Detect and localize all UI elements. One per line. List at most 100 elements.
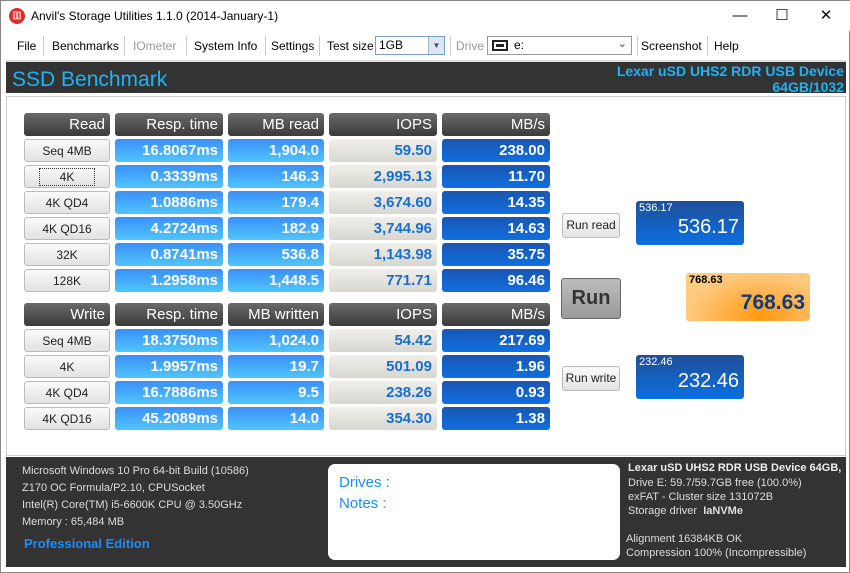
- menu-system-info[interactable]: System Info: [194, 39, 258, 53]
- resp-time-value: 16.8067ms: [142, 142, 218, 159]
- resp-time-value: 1.2958ms: [150, 272, 218, 289]
- board-info: Z170 OC Formula/P2.10, CPUSocket: [22, 482, 205, 494]
- drive-label: Drive: [456, 39, 485, 53]
- mbps-value: 238.00: [499, 142, 545, 159]
- device-capacity: 64GB/1032: [772, 79, 844, 95]
- write-test-button[interactable]: 4K QD4: [24, 381, 110, 404]
- read-test-button[interactable]: 4K: [24, 165, 110, 188]
- read-score-small: 536.17: [639, 202, 673, 214]
- read-mb-cell: 146.3: [228, 165, 324, 188]
- toolbar: File Benchmarks IOmeter System Info Sett…: [1, 32, 850, 60]
- write-header-resp-time: Resp. time: [115, 303, 223, 326]
- write-resp-time-cell: 45.2089ms: [115, 407, 223, 430]
- test-size-value: 1GB: [379, 38, 404, 52]
- run-write-button[interactable]: Run write: [562, 366, 620, 391]
- read-test-button[interactable]: 4K QD16: [24, 217, 110, 240]
- total-score-small: 768.63: [689, 274, 723, 286]
- mbps-value: 14.63: [507, 220, 545, 237]
- write-mbps-cell: 217.69: [442, 329, 550, 352]
- write-mb-cell: 1,024.0: [228, 329, 324, 352]
- write-mb-cell: 9.5: [228, 381, 324, 404]
- write-resp-time-cell: 18.3750ms: [115, 329, 223, 352]
- edition-label: Professional Edition: [24, 536, 150, 551]
- iops-value: 238.26: [386, 384, 432, 401]
- read-mbps-cell: 11.70: [442, 165, 550, 188]
- read-header-test-label: Read: [24, 113, 110, 136]
- menu-screenshot[interactable]: Screenshot: [641, 39, 702, 53]
- window-title: Anvil's Storage Utilities 1.1.0 (2014-Ja…: [31, 9, 279, 23]
- read-iops-cell: 3,674.60: [329, 191, 437, 214]
- write-test-button[interactable]: 4K: [24, 355, 110, 378]
- write-iops-cell: 54.42: [329, 329, 437, 352]
- os-info: Microsoft Windows 10 Pro 64-bit Build (1…: [22, 465, 249, 477]
- read-iops-cell: 2,995.13: [329, 165, 437, 188]
- read-score: 536.17 536.17: [636, 201, 744, 245]
- header-banner: SSD Benchmark Lexar uSD UHS2 RDR USB Dev…: [6, 60, 846, 95]
- chevron-down-icon[interactable]: ⌄: [617, 38, 627, 50]
- total-score-value: 768.63: [740, 291, 805, 314]
- benchmark-panel: [6, 96, 846, 456]
- mbps-value: 96.46: [507, 272, 545, 289]
- resp-time-value: 18.3750ms: [142, 332, 218, 349]
- write-resp-time-cell: 16.7886ms: [115, 381, 223, 404]
- menu-iometer: IOmeter: [133, 39, 177, 53]
- read-mbps-cell: 14.63: [442, 217, 550, 240]
- mb-value: 179.4: [281, 194, 319, 211]
- test-label-value: 4K QD4: [45, 386, 89, 400]
- read-score-value: 536.17: [677, 216, 739, 238]
- drive-select[interactable]: e: ⌄: [487, 36, 632, 55]
- drive-icon: [492, 40, 508, 51]
- read-mb-cell: 179.4: [228, 191, 324, 214]
- read-test-button[interactable]: 128K: [24, 269, 110, 292]
- mb-value: 19.7: [289, 358, 319, 375]
- maximize-button[interactable]: ☐: [775, 7, 789, 24]
- write-score: 232.46 232.46: [636, 355, 744, 399]
- read-test-button[interactable]: Seq 4MB: [24, 139, 110, 162]
- run-button[interactable]: Run: [561, 278, 621, 319]
- drives-label: Drives :: [339, 474, 390, 491]
- write-mbps-cell: 0.93: [442, 381, 550, 404]
- dropdown-arrow-icon[interactable]: ▼: [428, 37, 444, 54]
- mb-value: 9.5: [298, 384, 319, 401]
- menu-settings[interactable]: Settings: [271, 39, 315, 53]
- write-test-button[interactable]: 4K QD16: [24, 407, 110, 430]
- write-score-small: 232.46: [639, 356, 673, 368]
- read-test-button[interactable]: 32K: [24, 243, 110, 266]
- read-test-button[interactable]: 4K QD4: [24, 191, 110, 214]
- test-label-value: 4K QD16: [42, 222, 92, 236]
- menu-file[interactable]: File: [17, 39, 37, 53]
- test-size-label: Test size: [327, 39, 374, 53]
- iops-value: 1,143.98: [373, 246, 432, 263]
- read-resp-time-cell: 1.0886ms: [115, 191, 223, 214]
- read-mb-cell: 1,448.5: [228, 269, 324, 292]
- iops-value: 501.09: [386, 358, 432, 375]
- resp-time-value: 4.2724ms: [150, 220, 218, 237]
- read-header-mbps: MB/s: [442, 113, 550, 136]
- test-label-value: 4K QD4: [45, 196, 89, 210]
- mbps-value: 14.35: [507, 194, 545, 211]
- test-label-value: Seq 4MB: [42, 334, 92, 348]
- write-header-test-label: Write: [24, 303, 110, 326]
- menu-help[interactable]: Help: [714, 39, 739, 53]
- menu-benchmarks[interactable]: Benchmarks: [52, 39, 119, 53]
- mbps-value: 11.70: [508, 168, 545, 185]
- write-test-button[interactable]: Seq 4MB: [24, 329, 110, 352]
- write-mb-cell: 14.0: [228, 407, 324, 430]
- minimize-button[interactable]: —: [732, 7, 748, 24]
- test-size-select[interactable]: 1GB ▼: [375, 36, 445, 55]
- read-iops-cell: 59.50: [329, 139, 437, 162]
- run-read-button[interactable]: Run read: [562, 213, 620, 238]
- close-button[interactable]: ✕: [819, 7, 833, 24]
- read-header-resp-time: Resp. time: [115, 113, 223, 136]
- notes-box[interactable]: Drives : Notes :: [328, 464, 620, 560]
- read-iops-cell: 3,744.96: [329, 217, 437, 240]
- driver-value: IaNVMe: [703, 505, 743, 517]
- app-icon: ▥: [9, 8, 25, 24]
- mbps-value: 0.93: [515, 384, 545, 401]
- iops-value: 354.30: [386, 410, 432, 427]
- write-mb-cell: 19.7: [228, 355, 324, 378]
- write-iops-cell: 501.09: [329, 355, 437, 378]
- test-label-value: 4K: [59, 360, 75, 374]
- system-info-panel: Microsoft Windows 10 Pro 64-bit Build (1…: [6, 457, 846, 567]
- write-header-iops: IOPS: [329, 303, 437, 326]
